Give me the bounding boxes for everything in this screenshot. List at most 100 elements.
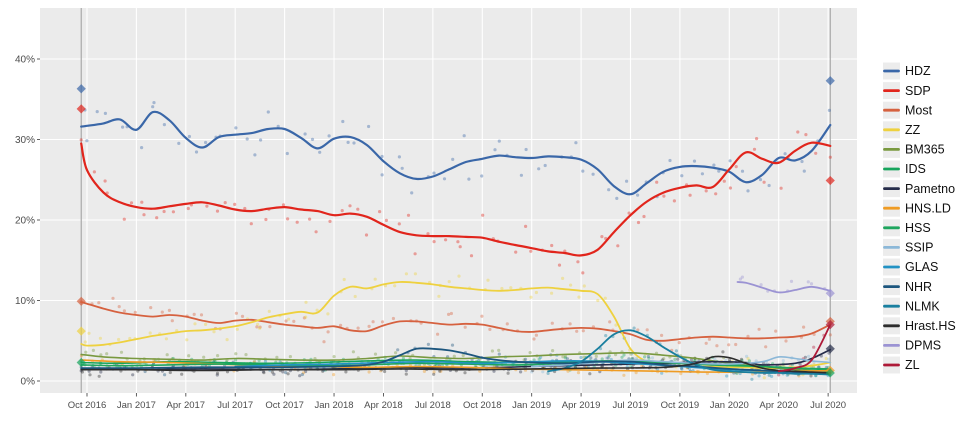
poll-dot-hdz (151, 105, 155, 109)
poll-dot-hdz (253, 153, 257, 157)
poll-dot-hdz (442, 177, 447, 181)
poll-dot-hdz (767, 183, 771, 188)
poll-dot-most (645, 328, 649, 332)
poll-dot-most (133, 310, 137, 314)
poll-dot-most (436, 332, 440, 336)
poll-dot-hdz (462, 134, 466, 138)
x-tick-label: Jan 2018 (314, 400, 353, 411)
poll-dot-most (534, 333, 539, 337)
poll-dot-hdz (740, 169, 745, 173)
poll-dot-glas (680, 367, 684, 371)
poll-dot-hdz (615, 196, 619, 200)
poll-dot-sdp (828, 155, 832, 159)
poll-dot-zz (342, 277, 346, 282)
poll-dot-ids (600, 357, 604, 361)
poll-dot-glas (688, 367, 692, 371)
poll-dot-bm365 (662, 357, 666, 361)
poll-dot-sdp (92, 170, 96, 174)
poll-dot-sdp (328, 219, 332, 223)
poll-dot-pametno (261, 370, 265, 374)
poll-dot-nhr (396, 348, 400, 352)
poll-dot-zz (287, 317, 291, 321)
poll-dot-sdp (655, 180, 659, 184)
poll-dot-hdz (259, 138, 263, 142)
poll-dot-sdp (779, 186, 783, 190)
legend-label-zl: ZL (905, 358, 920, 372)
poll-dot-bm365 (522, 358, 526, 362)
poll-dot-most (199, 313, 204, 317)
poll-dot-hss (532, 358, 536, 362)
poll-dot-hdz (519, 173, 524, 177)
poll-dot-glas (785, 373, 789, 377)
poll-dot-most (367, 324, 371, 328)
poll-dot-zz (304, 315, 308, 319)
poll-dot-most (764, 345, 768, 349)
election-result-diamond-dpms (825, 288, 835, 298)
poll-dot-hdz (692, 159, 697, 163)
poll-dot-dpms (809, 282, 814, 286)
poll-dot-zz (212, 330, 216, 334)
poll-dot-hdz (497, 139, 501, 143)
poll-dot-nhr (646, 354, 651, 359)
poll-dot-hdz (827, 108, 832, 112)
poll-dot-hss (620, 355, 624, 359)
poll-dot-hrast.hs (432, 372, 436, 376)
poll-dot-bm365 (551, 349, 555, 353)
legend-label-dpms: DPMS (905, 339, 941, 353)
poll-dot-zz (117, 337, 121, 342)
poll-dot-most (568, 322, 572, 326)
poll-dot-pametno (676, 357, 680, 361)
poll-dot-hdz (318, 150, 322, 154)
poll-dot-hdz (410, 191, 414, 195)
poll-dot-glas (263, 359, 268, 363)
poll-dot-hdz (177, 141, 181, 145)
poll-dot-hdz (574, 141, 578, 145)
poll-dot-hrast.hs (286, 372, 290, 376)
poll-dot-sdp (762, 180, 766, 184)
poll-dot-ssip (541, 370, 545, 374)
x-tick-label: Oct 2017 (265, 400, 304, 411)
poll-dot-most (608, 320, 612, 324)
poll-dot-zl (777, 373, 781, 377)
poll-dot-sdp (314, 230, 318, 234)
poll-dot-hrast.hs (88, 373, 92, 377)
poll-dot-hdz (352, 141, 356, 145)
poll-dot-pametno (99, 370, 103, 374)
poll-dot-zz (304, 300, 308, 304)
poll-dot-ids (747, 359, 752, 363)
poll-dot-most (636, 328, 640, 332)
poll-dot-zz (447, 280, 451, 284)
poll-dot-zz (614, 323, 618, 327)
poll-dot-sdp (249, 222, 253, 226)
poll-dot-most (802, 325, 806, 329)
poll-dot-bm365 (332, 355, 336, 359)
poll-dot-sdp (627, 211, 631, 215)
x-tick-label: Jan 2020 (710, 400, 749, 411)
poll-dot-most (97, 301, 101, 305)
poll-dot-most (117, 305, 121, 309)
poll-dot-most (550, 321, 554, 325)
poll-dot-sdp (79, 138, 83, 142)
poll-dot-pametno (304, 369, 308, 374)
poll-dot-hdz (194, 150, 199, 154)
poll-dot-ssip (781, 359, 785, 363)
poll-dot-most (380, 320, 385, 324)
poll-dot-glas (660, 371, 664, 375)
poll-dot-sdp (140, 200, 144, 204)
poll-dot-ids (647, 356, 651, 360)
poll-dot-nlmk (604, 334, 608, 338)
poll-dot-nlmk (546, 371, 550, 375)
poll-dot-most (284, 319, 288, 323)
legend-label-hss: HSS (905, 221, 931, 235)
poll-dot-sdp (600, 235, 604, 239)
poll-dot-hns.ld (367, 370, 371, 374)
poll-dot-zz (577, 295, 581, 299)
poll-dot-sdp (557, 263, 562, 267)
poll-dot-sdp (755, 137, 759, 141)
trend-line-dpms (736, 281, 832, 294)
legend-label-pametno: Pametno (905, 182, 955, 196)
poll-dot-sdp (804, 133, 808, 137)
poll-dot-sdp (636, 220, 641, 225)
election-result-diamond-pametno (825, 344, 835, 354)
